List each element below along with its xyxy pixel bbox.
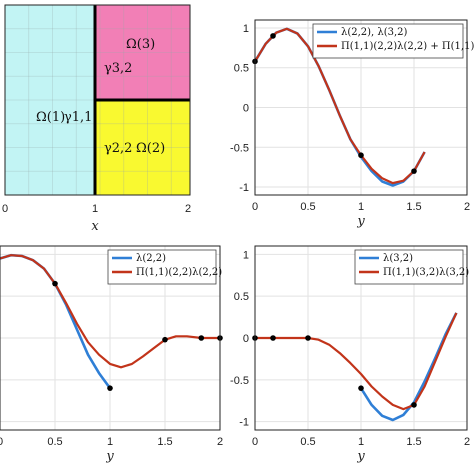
data-marker	[305, 335, 311, 341]
data-marker	[270, 335, 276, 341]
data-marker	[411, 402, 417, 408]
plot-frame	[254, 245, 468, 431]
data-marker	[198, 335, 205, 341]
data-marker	[107, 385, 113, 391]
x-axis-label: y	[105, 449, 114, 464]
x-tick-label: 0.5	[300, 201, 315, 213]
legend-entry: Π(1,1)(3,2)λ(3,2)	[383, 267, 469, 278]
y-tick-label: -0.5	[230, 142, 249, 154]
x-tick-label: 1	[107, 436, 113, 448]
legend-entry: λ(2,2), λ(3,2)	[341, 27, 408, 38]
y-tick-label: 0.5	[234, 291, 249, 303]
data-marker	[358, 152, 364, 159]
x-tick-label: 1.5	[157, 436, 172, 448]
x-tick-label: 0	[0, 436, 3, 448]
domain-xlabel: x	[91, 219, 99, 234]
y-tick-label: -1	[239, 182, 249, 194]
legend-entry: λ(2,2)	[136, 253, 166, 264]
x-tick-label: 0	[252, 436, 258, 448]
interface-label-gamma-32: γ3,2	[104, 61, 132, 76]
x-tick-label: 0.5	[47, 436, 62, 448]
chart-bottom-left: 0 0.5 1 1.5 2 y λ(2,2) Π(1,1)(2,2)λ(2,2)	[0, 245, 223, 464]
legend-box	[354, 249, 464, 285]
x-tick-label: 2	[464, 201, 470, 213]
region-omega-3	[95, 5, 190, 100]
x-tick-label: 1	[358, 201, 364, 213]
x-axis-label: y	[356, 449, 365, 464]
region-label-omega-2: Ω(2)	[136, 141, 165, 156]
data-marker	[411, 168, 417, 174]
plot-frame	[0, 245, 221, 431]
data-marker	[52, 280, 58, 287]
interface-label-gamma-11: γ1,1	[64, 110, 92, 125]
y-tick-label: 1	[243, 23, 249, 35]
data-marker	[358, 385, 364, 391]
x-tick-label: 0.5	[300, 436, 315, 448]
series-line-1	[0, 254, 220, 369]
chart-bottom-right: 0 0.5 1 1.5 2-1-0.500.51yλ(3,2)Π(1,1)(3,2)λ(…	[230, 245, 470, 464]
y-tick-label: 1	[243, 249, 249, 261]
domain-panel: Ω(3) γ3,2 Ω(1) γ1,1 γ2,2 Ω(2) 0 1 2 x	[2, 4, 191, 234]
x-tick-label: 1.5	[406, 436, 421, 448]
legend-entry: λ(3,2)	[383, 253, 413, 264]
x-axis-label: y	[356, 214, 365, 229]
x-tick-label: 2	[464, 436, 470, 448]
series-line-0	[359, 312, 458, 422]
series-line-1	[254, 27, 426, 185]
legend-box	[107, 249, 217, 285]
legend-entry: Π(1,1)(2,2)λ(2,2) + Π(1,1)(3,2)λ(3,2)	[341, 41, 474, 52]
domain-xtick-0: 0	[2, 203, 8, 215]
y-tick-label: 0.5	[234, 63, 249, 75]
domain-frame	[4, 4, 191, 196]
domain-xtick-1: 1	[92, 203, 98, 215]
x-tick-label: 2	[217, 436, 223, 448]
y-tick-label: -0.5	[230, 375, 249, 387]
y-tick-label: 0	[243, 333, 249, 345]
legend-box	[312, 23, 464, 59]
data-marker	[270, 33, 276, 39]
domain-xtick-2: 2	[185, 203, 191, 215]
x-tick-label: 1.5	[406, 201, 421, 213]
interface-label-gamma-22: γ2,2	[104, 141, 132, 156]
legend-entry: Π(1,1)(2,2)λ(2,2)	[136, 267, 222, 278]
region-omega-2	[95, 100, 190, 195]
y-tick-label: 0	[243, 103, 249, 115]
x-tick-label: 0	[252, 201, 258, 213]
region-label-omega-1: Ω(1)	[36, 110, 65, 125]
x-tick-label: 1	[358, 436, 364, 448]
data-marker	[162, 336, 168, 343]
region-label-omega-3: Ω(3)	[126, 37, 155, 52]
plot-frame	[254, 19, 468, 196]
region-omega-1	[5, 5, 95, 195]
y-tick-label: -1	[239, 417, 249, 429]
series-line-1	[255, 312, 458, 411]
